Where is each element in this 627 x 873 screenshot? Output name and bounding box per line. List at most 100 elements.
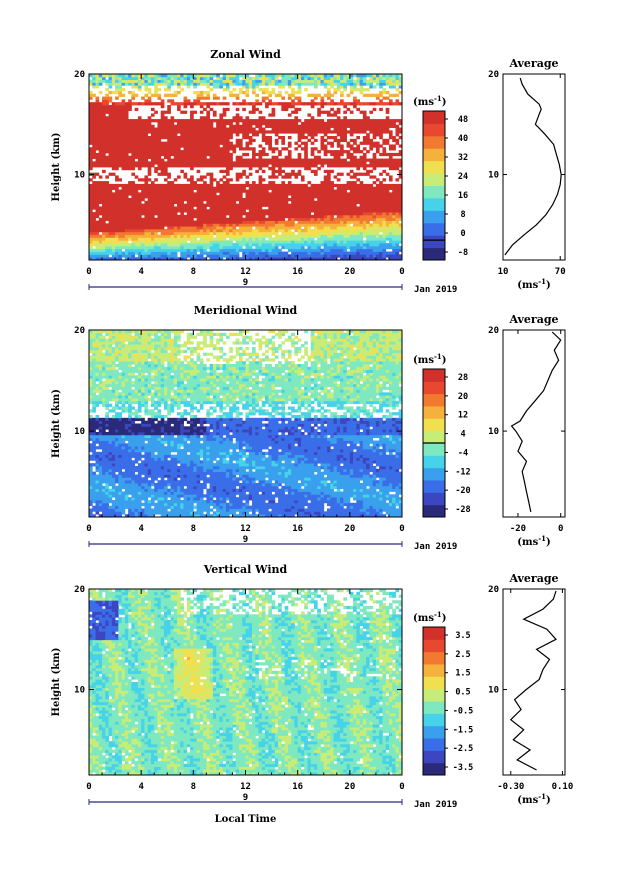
- heatmap-cell: [203, 158, 207, 162]
- heatmap-cell: [340, 133, 344, 137]
- heatmap-cell: [369, 245, 374, 250]
- heatmap-cell: [134, 217, 139, 221]
- heatmap-cell: [183, 105, 188, 109]
- heatmap-cell: [160, 212, 165, 216]
- heatmap-cell: [102, 141, 106, 145]
- heatmap-cell: [359, 198, 364, 202]
- heatmap-cell: [134, 102, 139, 106]
- heatmap-cell: [196, 248, 201, 252]
- heatmap-cell: [141, 186, 145, 190]
- heatmap-cell: [278, 206, 282, 210]
- heatmap-cell: [170, 240, 175, 244]
- heatmap-cell: [388, 133, 393, 137]
- heatmap-cell: [294, 74, 299, 78]
- heatmap-cell: [92, 214, 96, 219]
- heatmap-cell: [219, 141, 224, 145]
- heatmap-cell: [388, 161, 393, 165]
- heatmap-cell: [359, 164, 364, 168]
- heatmap-cell: [323, 147, 328, 151]
- heatmap-cell: [248, 206, 253, 210]
- heatmap-cell: [255, 192, 259, 196]
- heatmap-cell: [180, 217, 184, 221]
- heatmap-cell: [131, 237, 136, 241]
- heatmap-cell: [199, 161, 204, 165]
- heatmap-cell: [356, 147, 361, 151]
- heatmap-cell: [199, 79, 204, 83]
- heatmap-cell: [157, 251, 162, 255]
- heatmap-cell: [128, 127, 132, 131]
- heatmap-cell: [98, 155, 103, 159]
- heatmap-cell: [349, 161, 354, 165]
- heatmap-cell: [219, 217, 224, 221]
- heatmap-cell: [163, 214, 168, 219]
- heatmap-cell: [222, 169, 227, 174]
- heatmap-cell: [222, 76, 227, 81]
- heatmap-cell: [310, 234, 315, 238]
- heatmap-cell: [128, 90, 132, 95]
- heatmap-cell: [183, 209, 188, 213]
- heatmap-cell: [375, 254, 380, 258]
- heatmap-cell: [252, 119, 256, 123]
- heatmap-cell: [98, 90, 103, 95]
- heatmap-cell: [323, 237, 328, 241]
- heatmap-cell: [186, 138, 191, 143]
- heatmap-cell: [232, 130, 237, 134]
- heatmap-cell: [274, 237, 279, 241]
- heatmap-cell: [362, 172, 367, 176]
- heatmap-cell: [235, 74, 240, 78]
- heatmap-cell: [330, 234, 334, 238]
- heatmap-cell: [281, 192, 286, 196]
- heatmap-cell: [229, 200, 233, 205]
- heatmap-cell: [190, 152, 194, 157]
- heatmap-cell: [186, 231, 191, 236]
- heatmap-cell: [300, 212, 305, 216]
- heatmap-cell: [369, 195, 374, 199]
- heatmap-cell: [137, 150, 142, 154]
- heatmap-cell: [229, 133, 233, 137]
- heatmap-cell: [265, 243, 269, 247]
- heatmap-cell: [111, 243, 116, 247]
- heatmap-cell: [323, 183, 328, 188]
- heatmap-cell: [134, 127, 139, 131]
- heatmap-cell: [141, 206, 145, 210]
- heatmap-cell: [346, 192, 351, 196]
- heatmap-cell: [160, 105, 165, 109]
- heatmap-cell: [115, 254, 119, 258]
- heatmap-cell: [356, 195, 361, 199]
- heatmap-cell: [92, 136, 96, 140]
- heatmap-cell: [173, 226, 178, 230]
- heatmap-cell: [392, 189, 396, 193]
- heatmap-cell: [199, 240, 204, 244]
- heatmap-cell: [111, 186, 116, 190]
- heatmap-cell: [203, 195, 207, 199]
- heatmap-cell: [193, 251, 197, 255]
- heatmap-cell: [317, 102, 321, 106]
- heatmap-cell: [115, 212, 119, 216]
- heatmap-cell: [177, 74, 181, 78]
- heatmap-cell: [297, 79, 302, 83]
- heatmap-cell: [388, 167, 393, 171]
- heatmap-cell: [281, 82, 286, 86]
- heatmap-cell: [167, 226, 171, 230]
- heatmap-cell: [320, 183, 325, 188]
- heatmap-cell: [330, 217, 334, 221]
- heatmap-cell: [105, 226, 109, 230]
- heatmap-cell: [323, 161, 328, 165]
- heatmap-cell: [115, 209, 119, 213]
- heatmap-cell: [98, 257, 103, 261]
- heatmap-cell: [98, 240, 103, 244]
- heatmap-cell: [304, 203, 308, 207]
- heatmap-cell: [131, 119, 136, 123]
- heatmap-cell: [121, 223, 126, 227]
- heatmap-cell: [89, 217, 93, 221]
- heatmap-cell: [173, 206, 178, 210]
- chart-title: Zonal Wind: [210, 48, 281, 61]
- heatmap-cell: [382, 200, 387, 205]
- heatmap-cell: [392, 183, 396, 188]
- heatmap-cell: [362, 130, 367, 134]
- heatmap-cell: [232, 124, 237, 128]
- heatmap-cell: [392, 206, 396, 210]
- heatmap-cell: [141, 147, 145, 151]
- heatmap-cell: [131, 152, 136, 157]
- heatmap-cell: [238, 223, 243, 227]
